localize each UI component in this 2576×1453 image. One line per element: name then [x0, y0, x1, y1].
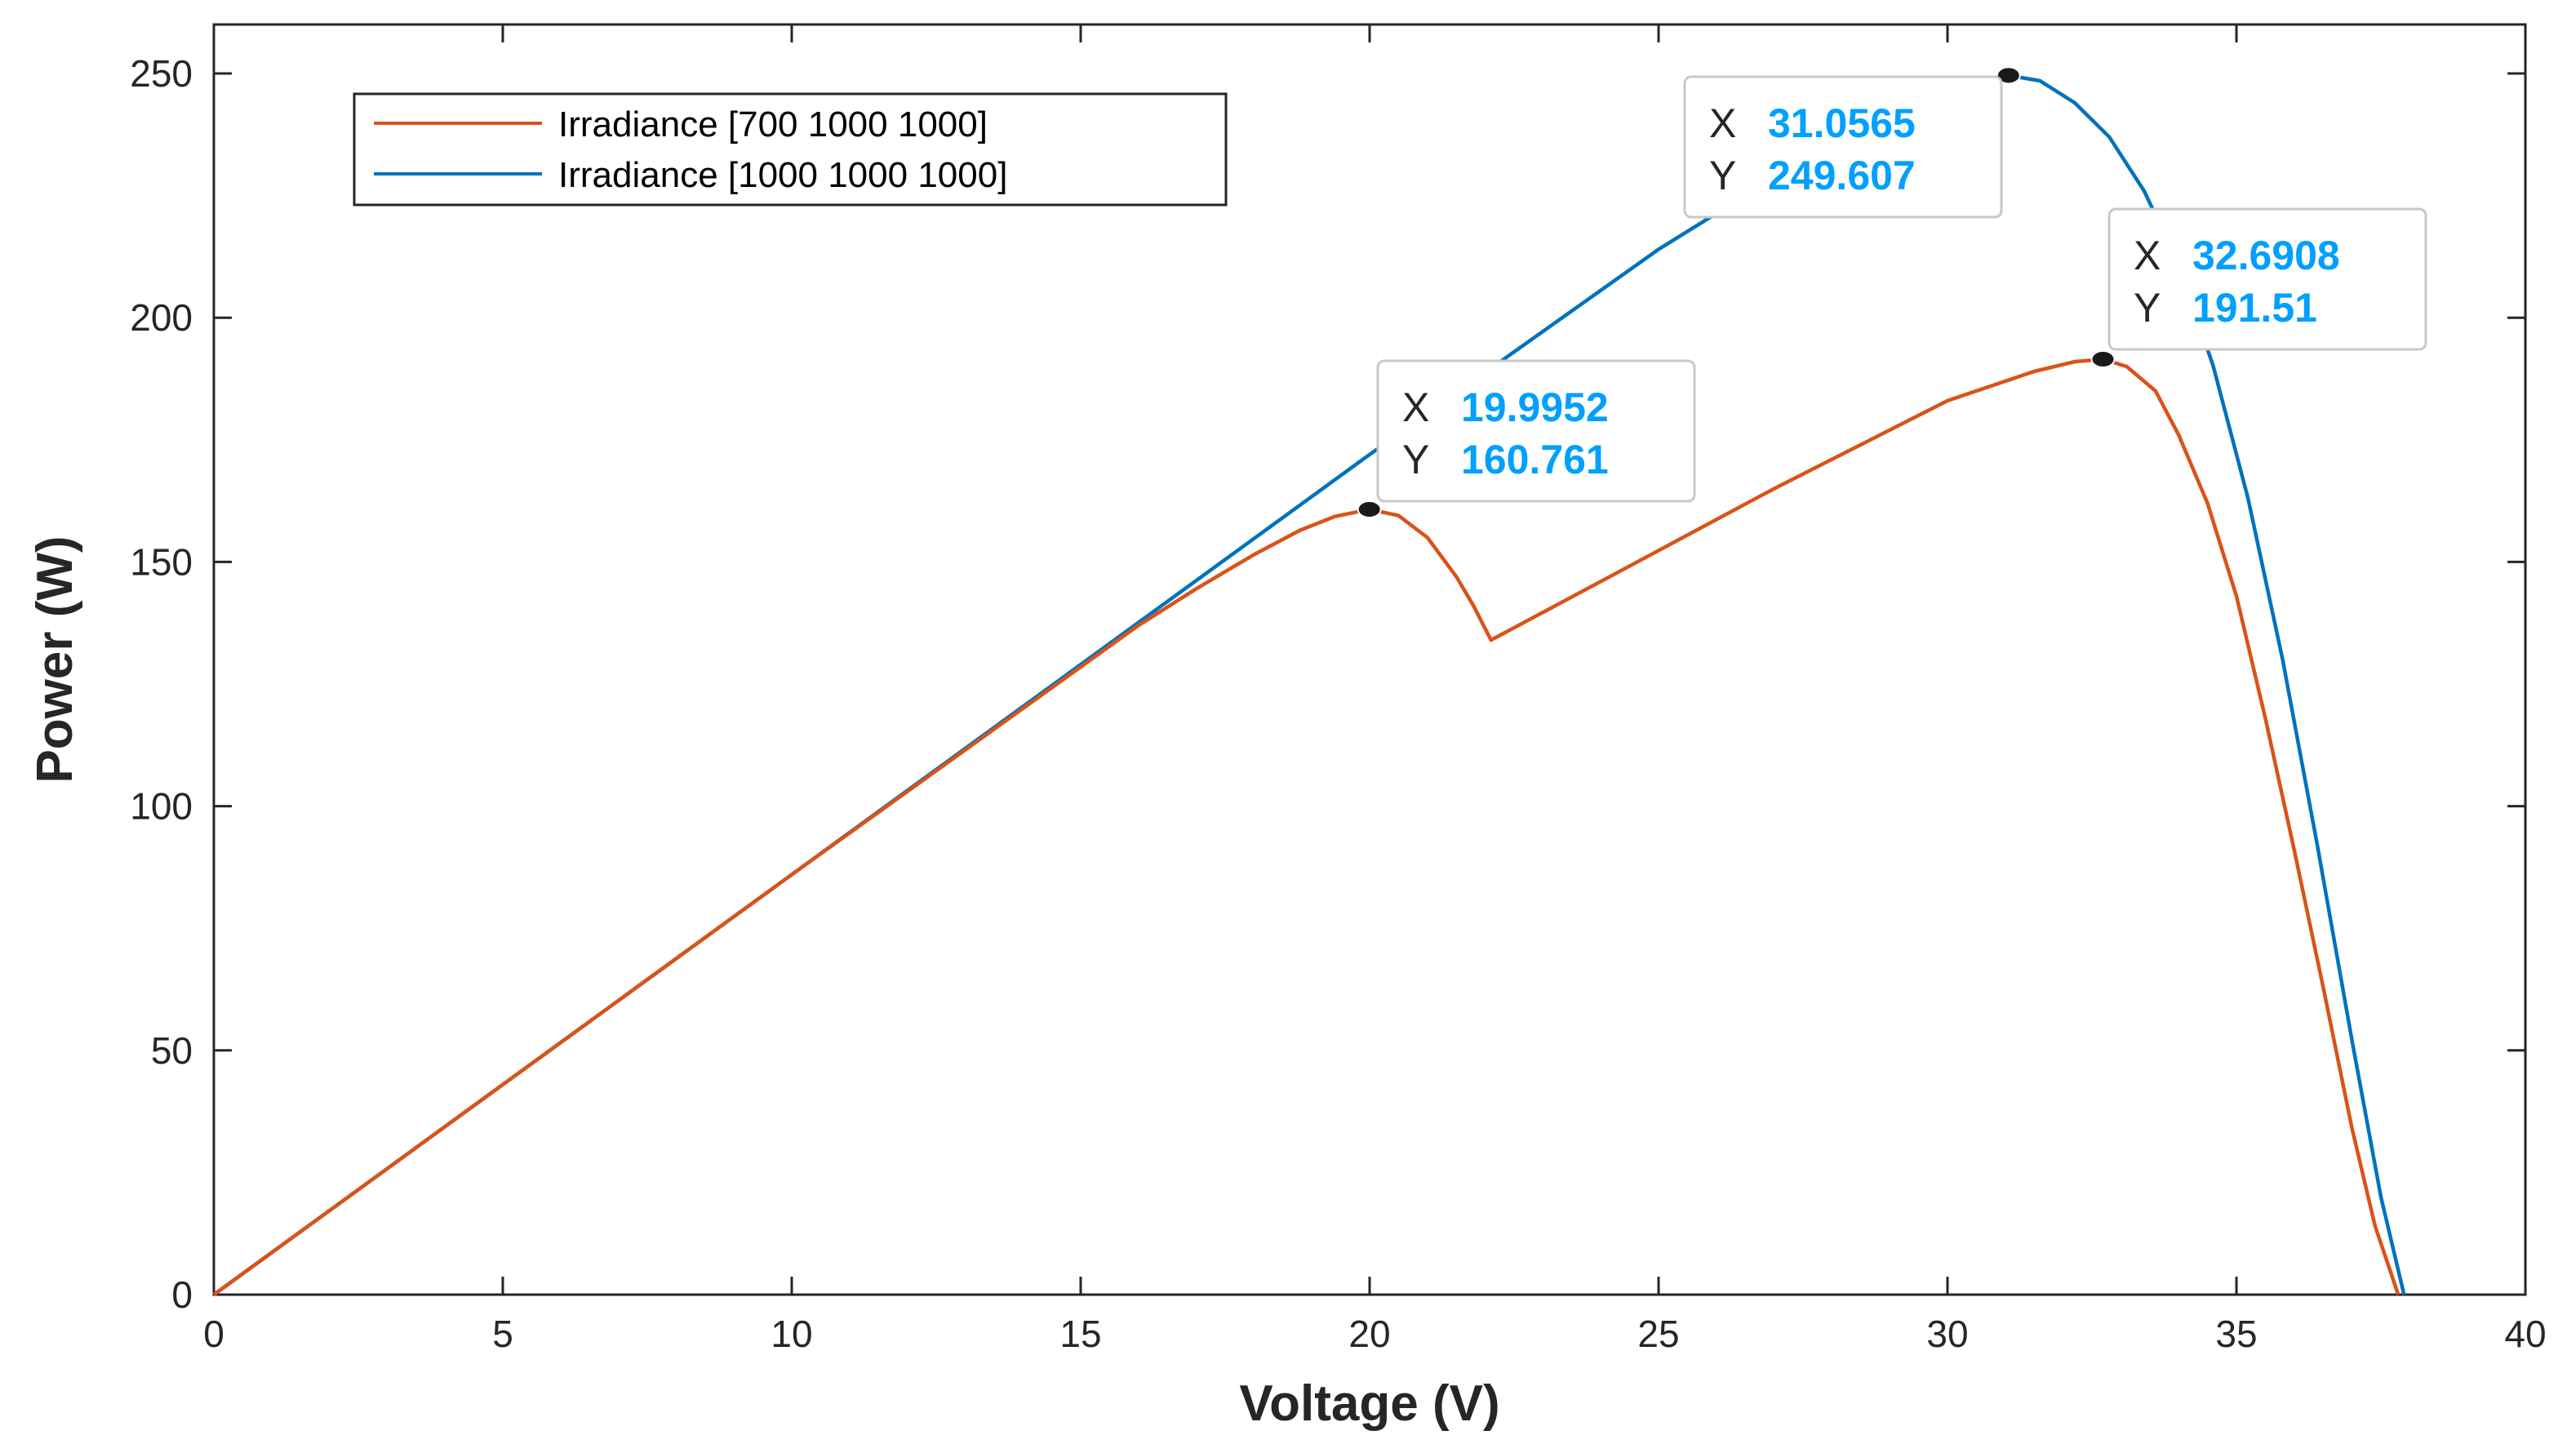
y-tick-label: 50: [151, 1029, 193, 1072]
y-tick-label: 100: [130, 785, 193, 828]
datatip-y-label: Y: [1402, 437, 1429, 482]
datatip-x-value: 32.6908: [2192, 233, 2340, 278]
datatip-x-label: X: [1402, 384, 1429, 430]
legend-box: [353, 92, 1228, 207]
x-tick-label: 10: [771, 1313, 812, 1355]
y-axis-label: Power (W): [27, 535, 83, 783]
series-line-2: [212, 73, 2406, 1296]
x-tick-label: 20: [1348, 1313, 1390, 1355]
datatip-y-label: Y: [2134, 285, 2161, 331]
series-line-1: [212, 357, 2401, 1296]
datatip-y-value: 191.51: [2192, 285, 2317, 331]
x-tick-label: 40: [2504, 1313, 2546, 1355]
series-lines: [212, 73, 2406, 1296]
datatip-box: [1376, 359, 1696, 503]
datatip-marker-1[interactable]: [1357, 500, 1382, 519]
datatip-x-value: 31.0565: [1768, 100, 1916, 146]
x-tick-label: 35: [2215, 1313, 2257, 1355]
datatip-y-value: 249.607: [1768, 153, 1916, 198]
x-tick-label: 15: [1059, 1313, 1101, 1355]
y-tick-label: 0: [171, 1273, 193, 1316]
datatip-x-label: X: [2134, 233, 2161, 278]
legend-label-series-2: Irradiance [1000 1000 1000]: [558, 155, 1007, 195]
axis-ticks: 0 5 10 15 20 25 30 35 40 0 50 100 150 200 250: [130, 24, 2547, 1355]
x-tick-label: 0: [203, 1313, 224, 1355]
datatip-y-label: Y: [1709, 153, 1736, 198]
datatip-3[interactable]: X 32.6908 Y 191.51: [2107, 207, 2427, 351]
datatip-1[interactable]: X 19.9952 Y 160.761: [1376, 359, 1696, 503]
x-tick-label: 30: [1926, 1313, 1968, 1355]
legend: Irradiance [700 1000 1000] Irradiance [1…: [353, 92, 1228, 207]
y-tick-label: 250: [130, 52, 193, 95]
x-tick-label: 5: [492, 1313, 513, 1355]
datatip-markers: [1357, 66, 2116, 519]
datatip-x-label: X: [1709, 100, 1736, 146]
datatip-2[interactable]: X 31.0565 Y 249.607: [1683, 75, 2003, 219]
datatip-box: [1683, 75, 2003, 219]
y-tick-label: 200: [130, 296, 193, 339]
x-axis-label: Voltage (V): [1239, 1375, 1499, 1432]
x-tick-label: 25: [1637, 1313, 1679, 1355]
datatip-marker-2[interactable]: [1996, 66, 2021, 85]
legend-label-series-1: Irradiance [700 1000 1000]: [558, 104, 988, 144]
y-tick-label: 150: [130, 540, 193, 583]
datatip-x-value: 19.9952: [1461, 384, 1609, 430]
datatip-box: [2107, 207, 2427, 351]
datatip-marker-3[interactable]: [2090, 350, 2116, 369]
datatip-y-value: 160.761: [1461, 437, 1609, 482]
